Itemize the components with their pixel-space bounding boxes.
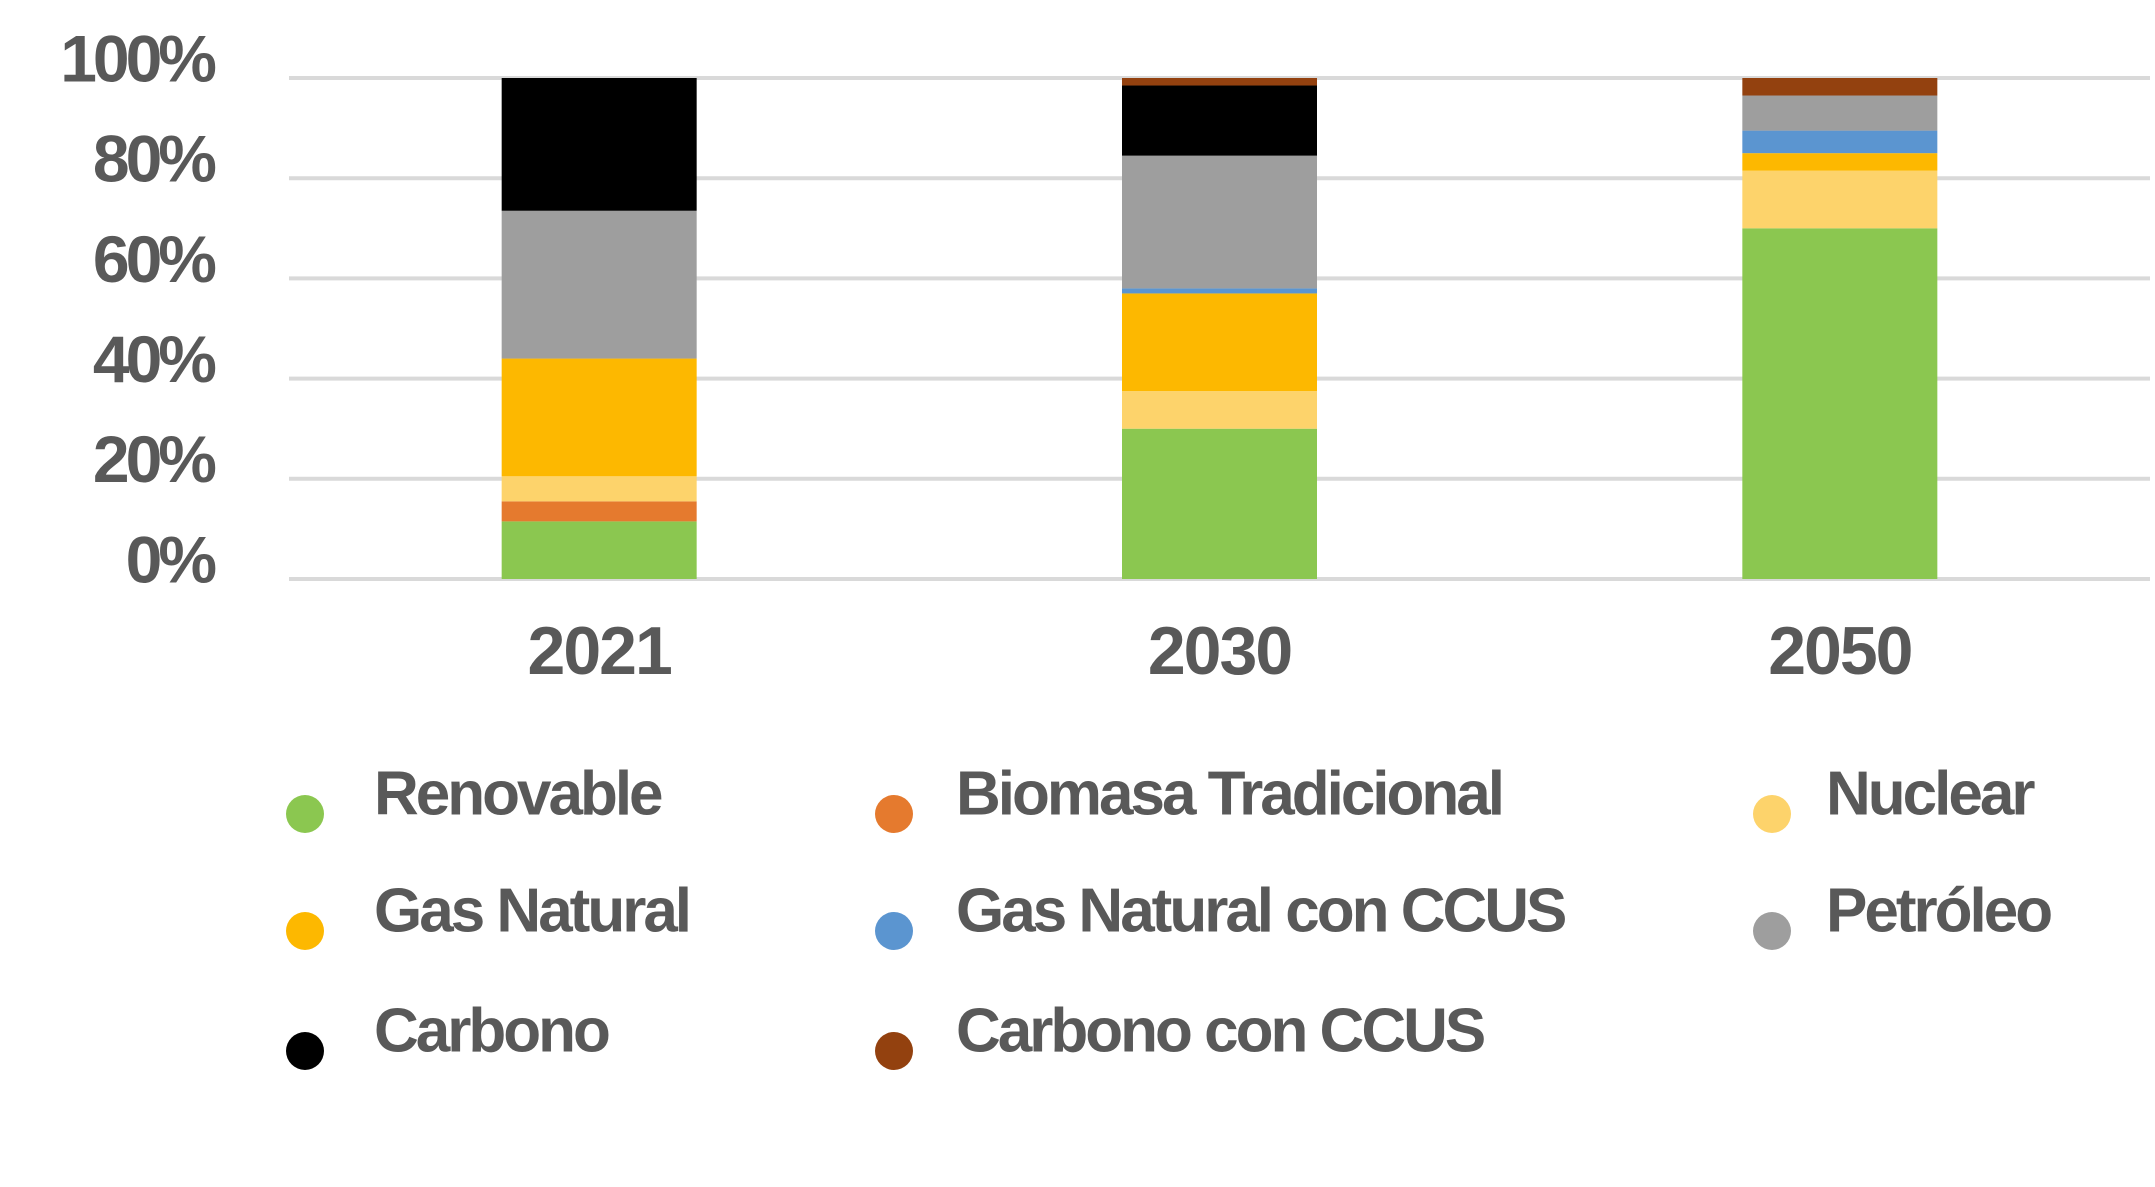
- bar-segment: [1122, 391, 1317, 429]
- y-tick-label: 40%: [93, 322, 215, 396]
- legend-label: Renovable: [374, 759, 662, 828]
- bar-segment: [1742, 228, 1938, 580]
- y-tick-label: 60%: [93, 222, 215, 296]
- bar-segment: [501, 521, 697, 579]
- bar-segment: [1122, 85, 1317, 156]
- legend-marker: [286, 1032, 324, 1070]
- legend-label: Gas Natural con CCUS: [956, 876, 1565, 945]
- legend-marker: [1753, 795, 1791, 833]
- legend-label: Petróleo: [1826, 876, 2051, 945]
- legend-label: Nuclear: [1826, 759, 2035, 828]
- legend-label: Carbono con CCUS: [956, 996, 1484, 1065]
- bar-segment: [1742, 153, 1938, 171]
- bar-segment: [1122, 78, 1317, 86]
- y-tick-label: 80%: [93, 122, 215, 196]
- bar-segment: [1742, 95, 1938, 131]
- legend-marker: [286, 912, 324, 950]
- legend-marker: [286, 795, 324, 833]
- bar-segment: [1742, 170, 1938, 229]
- bar-segment: [1122, 293, 1317, 392]
- legend-marker: [875, 1032, 913, 1070]
- bar-segment: [501, 210, 697, 359]
- bar-segment: [1122, 155, 1317, 289]
- bar-segment: [1122, 428, 1317, 579]
- x-tick-label: 2050: [1768, 613, 1911, 689]
- bar-segment: [1742, 130, 1938, 154]
- bar-segment: [1742, 78, 1938, 96]
- legend-marker: [1753, 912, 1791, 950]
- x-tick-label: 2021: [528, 613, 671, 689]
- x-tick-label: 2030: [1148, 613, 1291, 689]
- bar-segment: [501, 358, 697, 477]
- legend-label: Gas Natural: [374, 876, 689, 945]
- legend-label: Carbono: [374, 996, 609, 1065]
- legend-marker: [875, 795, 913, 833]
- bar-segment: [501, 476, 697, 502]
- y-tick-label: 20%: [93, 422, 215, 496]
- bar-segment: [501, 501, 697, 522]
- y-tick-label: 0%: [126, 522, 216, 596]
- bar-segment: [501, 78, 697, 211]
- bar-segment: [1122, 288, 1317, 294]
- legend-label: Biomasa Tradicional: [956, 759, 1502, 828]
- legend-marker: [875, 912, 913, 950]
- y-tick-label: 100%: [60, 21, 215, 95]
